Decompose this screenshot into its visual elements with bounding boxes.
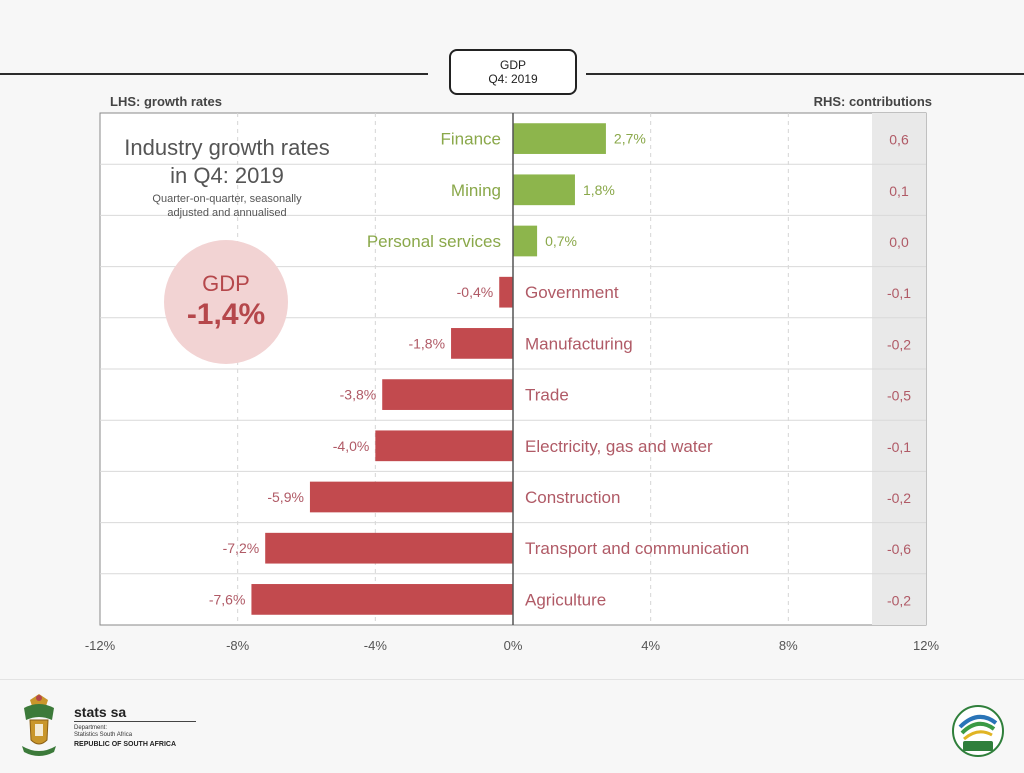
header-rule-right xyxy=(586,73,1024,75)
gdp-callout-label: GDP xyxy=(202,271,250,296)
bar-value-label: -3,8% xyxy=(340,387,377,403)
contribution-label: -0,2 xyxy=(887,336,911,352)
rhs-caption: RHS: contributions xyxy=(813,94,932,109)
category-label: Personal services xyxy=(367,232,501,251)
bar xyxy=(265,532,513,564)
x-tick-label: -4% xyxy=(364,638,388,653)
org-department: Department: Statistics South Africa xyxy=(74,725,204,739)
header-rule-left xyxy=(0,73,428,75)
contribution-label: -0,1 xyxy=(887,285,911,301)
header-line-1: GDP xyxy=(499,58,526,72)
bar xyxy=(499,276,513,308)
ndp-logo-icon xyxy=(952,705,1004,757)
category-label: Government xyxy=(525,283,619,302)
bar-value-label: 0,7% xyxy=(545,233,577,249)
bar-value-label: -0,4% xyxy=(457,284,494,300)
contribution-label: -0,6 xyxy=(887,541,911,557)
contribution-label: -0,2 xyxy=(887,592,911,608)
industry-growth-chart: 2,7% Finance 0,6 1,8% Mining 0,1 0,7% Personal … xyxy=(85,112,939,653)
org-country: REPUBLIC OF SOUTH AFRICA xyxy=(74,741,177,748)
inset-subtitle: Quarter-on-quarter, seasonally adjusted … xyxy=(152,193,302,219)
bar-value-label: -7,2% xyxy=(223,540,260,556)
contribution-label: 0,6 xyxy=(889,132,909,148)
org-dept-line-2: Statistics South Africa xyxy=(74,732,133,738)
bar-value-label: -1,8% xyxy=(408,335,445,351)
contribution-label: -0,5 xyxy=(887,388,911,404)
coat-of-arms-icon xyxy=(22,694,56,756)
bar-value-label: -7,6% xyxy=(209,591,246,607)
bar xyxy=(513,123,606,154)
category-label: Trade xyxy=(525,386,569,405)
contribution-label: -0,1 xyxy=(887,439,911,455)
category-label: Mining xyxy=(451,181,501,200)
category-label: Construction xyxy=(525,488,620,507)
x-tick-label: 0% xyxy=(504,638,523,653)
bar-value-label: 2,7% xyxy=(614,131,646,147)
bar xyxy=(309,481,513,513)
x-tick-label: 8% xyxy=(779,638,798,653)
gdp-callout-value: -1,4% xyxy=(186,298,266,331)
org-dept-line-1: Department: xyxy=(74,725,108,731)
category-label: Manufacturing xyxy=(525,334,633,353)
bar xyxy=(513,174,575,206)
bar-value-label: -4,0% xyxy=(333,438,370,454)
x-tick-label: -8% xyxy=(226,638,250,653)
bar xyxy=(375,430,513,462)
bar xyxy=(251,584,513,615)
footer-rule xyxy=(0,679,1024,680)
x-tick-label: 12% xyxy=(913,638,939,653)
bar xyxy=(513,225,538,257)
org-rule xyxy=(74,721,196,722)
category-label: Electricity, gas and water xyxy=(525,437,713,456)
bar-value-label: -5,9% xyxy=(267,489,304,505)
category-label: Transport and communication xyxy=(525,539,749,558)
bar xyxy=(451,328,513,359)
bar-value-label: 1,8% xyxy=(583,182,615,198)
category-label: Agriculture xyxy=(525,590,606,609)
contribution-label: 0,1 xyxy=(889,183,909,199)
x-tick-label: -12% xyxy=(85,638,116,653)
contribution-label: 0,0 xyxy=(889,234,909,250)
contribution-label: -0,2 xyxy=(887,490,911,506)
lhs-caption: LHS: growth rates xyxy=(110,94,222,109)
inset-title: Industry growth rates in Q4: 2019 xyxy=(124,135,330,188)
x-tick-label: 4% xyxy=(641,638,660,653)
header-badge: GDP Q4: 2019 xyxy=(449,49,577,95)
category-label: Finance xyxy=(441,130,501,149)
header-line-2: Q4: 2019 xyxy=(488,72,538,86)
bar xyxy=(382,379,513,410)
gdp-callout: GDP -1,4% xyxy=(164,240,288,364)
org-name: stats sa xyxy=(74,704,127,720)
